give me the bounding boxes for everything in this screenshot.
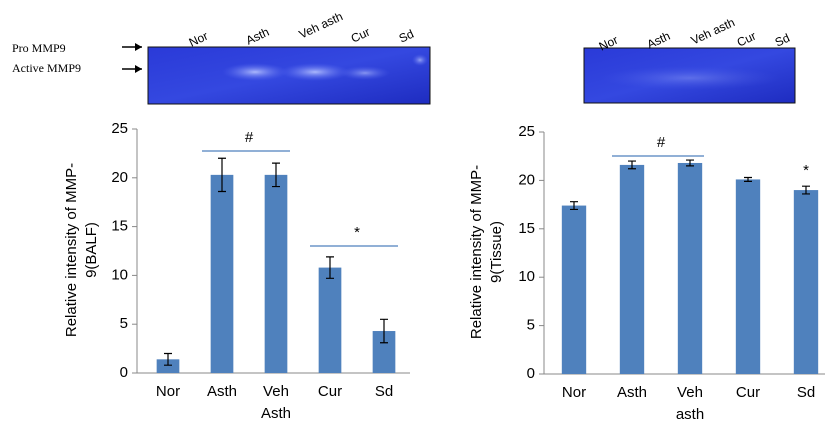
gel-band xyxy=(340,66,390,80)
significance-marker: * xyxy=(803,162,809,179)
bar xyxy=(794,190,818,374)
lane-label: Veh asth xyxy=(297,9,345,41)
x-tick-label: Sd xyxy=(375,381,393,403)
band-label: Pro MMP9 xyxy=(12,41,66,55)
y-tick-label: 10 xyxy=(111,266,128,283)
gel-band xyxy=(412,54,428,66)
y-tick-label: 0 xyxy=(120,364,128,381)
y-tick-label: 15 xyxy=(111,218,128,235)
bar xyxy=(265,175,288,373)
x-tick-label: Veh Asth xyxy=(261,381,291,425)
y-tick-label: 5 xyxy=(527,317,535,334)
y-tick-label: 20 xyxy=(111,169,128,186)
figure-canvas: Pro MMP9 Active MMP9 NorAsthVeh asthCurS… xyxy=(0,0,829,431)
x-tick-label: Asth xyxy=(207,381,237,403)
y-tick-label: 25 xyxy=(111,120,128,137)
x-tick-label: Nor xyxy=(156,381,180,403)
y-tick-label: 15 xyxy=(518,220,535,237)
significance-marker: * xyxy=(354,224,360,241)
lane-label: Asth xyxy=(244,25,272,48)
bar xyxy=(211,175,234,373)
x-tick-label: Veh asth xyxy=(676,382,704,426)
y-tick-label: 0 xyxy=(527,365,535,382)
x-tick-label: Cur xyxy=(318,381,342,403)
significance-marker: # xyxy=(245,129,254,146)
lane-label: Cur xyxy=(735,29,758,50)
x-tick-label: Asth xyxy=(617,382,647,404)
lane-label: Sd xyxy=(397,27,416,46)
y-tick-label: 25 xyxy=(518,123,535,140)
band-label: Active MMP9 xyxy=(12,61,81,75)
gel-band xyxy=(280,63,350,81)
y-tick-label: 20 xyxy=(518,171,535,188)
arrow-head xyxy=(135,43,142,51)
significance-marker: # xyxy=(657,134,666,151)
x-tick-label: Cur xyxy=(736,382,760,404)
lane-label: Nor xyxy=(187,29,210,50)
y-axis-label: Relative intensity of MMP- 9(Tissue) xyxy=(467,165,507,339)
bar xyxy=(319,268,342,373)
arrow-head xyxy=(135,65,142,73)
x-tick-label: Sd xyxy=(797,382,815,404)
bar xyxy=(620,165,644,374)
x-tick-label: Nor xyxy=(562,382,586,404)
lane-label: Veh asth xyxy=(689,15,737,47)
y-tick-label: 10 xyxy=(518,268,535,285)
figure: Pro MMP9 Active MMP9 NorAsthVeh asthCurS… xyxy=(0,0,829,431)
gel-band xyxy=(222,63,288,81)
gel-band xyxy=(600,66,780,90)
y-tick-label: 5 xyxy=(120,315,128,332)
lane-label: Cur xyxy=(349,25,372,46)
y-axis-label: Relative intensity of MMP- 9(BALF) xyxy=(62,163,102,337)
lane-label: Sd xyxy=(773,31,792,50)
bar xyxy=(678,163,702,374)
bar xyxy=(736,179,760,374)
bar xyxy=(562,206,586,374)
